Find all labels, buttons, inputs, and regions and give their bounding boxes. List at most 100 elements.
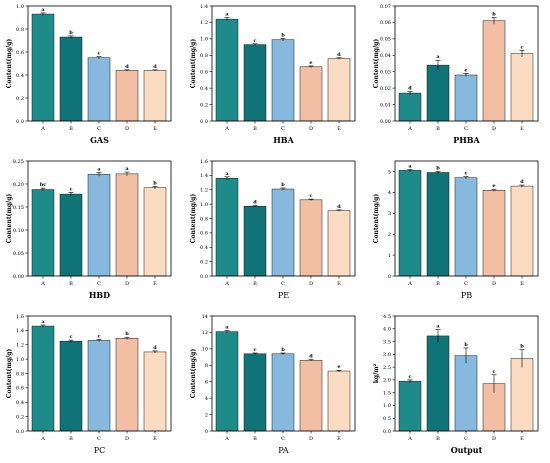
chart-panel-pa: 0 2 4 6 8 10 12 14 Content(mg/g) a Ac Bb Cd De E PA [190, 314, 356, 455]
panel-title: PB [461, 291, 472, 300]
significance-label-D: c [492, 369, 495, 375]
significance-label-B: b [69, 30, 73, 36]
y-tick-label: 0.00 [13, 274, 24, 280]
x-tick-label-B: B [69, 281, 73, 287]
y-tick-label: 3.0 [383, 352, 391, 358]
significance-label-D: e [492, 183, 495, 189]
significance-label-C: c [97, 333, 100, 339]
x-tick-label-C: C [97, 281, 101, 287]
y-tick-label: 0.01 [380, 102, 391, 108]
y-tick-label: 0.2 [16, 414, 24, 420]
x-tick-label-C: C [97, 126, 101, 132]
x-tick-label-E: E [153, 281, 157, 287]
significance-label-C: c [97, 51, 100, 57]
y-tick-label: 0.8 [200, 53, 208, 59]
bar-C [454, 177, 478, 277]
chart-panel-pc: 0.0 0.2 0.4 0.6 0.8 1.0 1.2 1.4 1.6 Content(mg/g)… [6, 314, 172, 455]
axes-frame [27, 160, 172, 277]
y-tick-label: 0.20 [13, 182, 24, 188]
significance-label-C: b [281, 347, 285, 353]
x-tick-label-D: D [309, 436, 313, 442]
significance-label-E: c [520, 44, 523, 50]
y-tick-label: 0.0 [16, 119, 24, 125]
significance-label-E: d [153, 345, 157, 351]
x-tick-label-B: B [436, 126, 440, 132]
y-tick-label: 0.0 [16, 429, 24, 435]
y-tick-label: 0.4 [200, 86, 208, 92]
y-tick-label: 12 [202, 330, 208, 336]
bar-E [143, 351, 167, 432]
bar-B [426, 64, 450, 122]
significance-label-E: e [337, 364, 340, 370]
significance-label-B: d [253, 200, 257, 206]
x-tick-label-B: B [253, 126, 257, 132]
y-tick-label: 3.5 [383, 339, 391, 345]
axes-frame [394, 5, 539, 122]
x-tick-label-A: A [224, 436, 229, 442]
significance-label-B: c [69, 186, 72, 192]
significance-label-C: b [464, 342, 468, 348]
bar-E [143, 70, 167, 122]
y-tick-label: 0.8 [200, 216, 208, 222]
y-tick-label: 6 [205, 380, 208, 386]
y-tick-label: 0.06 [380, 20, 391, 26]
y-tick-label: 0.07 [380, 4, 391, 10]
y-tick-label: 0.05 [13, 251, 24, 257]
x-tick-label-D: D [309, 281, 313, 287]
significance-label-B: c [253, 38, 256, 44]
significance-label-B: c [69, 334, 72, 340]
x-tick-label-B: B [253, 281, 257, 287]
y-tick-label: 1.5 [383, 390, 391, 396]
bar-D [299, 66, 323, 122]
y-tick-label: 0.0 [200, 119, 208, 125]
x-tick-label-C: C [281, 436, 285, 442]
chart-panel-hbd: 0.000.050.100.150.200.25Content(mg/g)bcA… [6, 159, 172, 300]
y-tick-label: 1.4 [200, 173, 208, 179]
y-tick-label: 1.2 [16, 343, 24, 349]
chart-panel-pe: 0.0 0.2 0.4 0.6 0.8 1.0 1.2 1.4 1.6 Content(mg/g)… [190, 159, 356, 300]
y-tick-label: 0.2 [16, 96, 24, 102]
x-tick-label-D: D [125, 436, 129, 442]
x-tick-label-C: C [281, 126, 285, 132]
x-tick-label-B: B [69, 436, 73, 442]
y-tick-label: 0.6 [200, 70, 208, 76]
y-tick-label: 1.0 [16, 357, 24, 363]
bar-D [482, 20, 506, 122]
x-tick-label-A: A [224, 126, 229, 132]
significance-label-B: b [436, 165, 440, 171]
bar-E [510, 53, 534, 122]
y-tick-label: 0.8 [16, 371, 24, 377]
y-tick-label: 1.2 [200, 188, 208, 194]
bar-D [299, 199, 323, 277]
x-tick-label-E: E [153, 126, 157, 132]
bar-D [115, 70, 139, 122]
y-tick-label: 0.8 [16, 27, 24, 33]
bar-A [398, 380, 422, 432]
panel-title: PHBA [453, 135, 480, 145]
significance-label-C: b [281, 32, 285, 38]
significance-label-D: b [492, 12, 496, 18]
bar-E [143, 187, 167, 277]
y-tick-label: 0.05 [380, 37, 391, 43]
significance-label-C: a [97, 167, 101, 173]
x-tick-label-C: C [281, 281, 285, 287]
y-tick-label: 0.2 [200, 259, 208, 265]
chart-panel-hba: 0.0 0.2 0.4 0.6 0.8 1.0 1.2 1.4 Content(mg/g) a Ac… [190, 4, 356, 145]
y-tick-label: 2 [205, 412, 208, 418]
bar-E [327, 370, 351, 432]
bar-A [31, 325, 55, 432]
significance-label-B: a [436, 54, 440, 60]
bar-A [215, 331, 239, 432]
significance-label-E: d [337, 204, 341, 210]
y-tick-label: 3 [388, 211, 391, 217]
x-tick-label-D: D [492, 126, 496, 132]
x-tick-label-C: C [464, 281, 468, 287]
y-tick-label: 1.4 [200, 4, 208, 10]
bar-E [510, 358, 534, 432]
x-tick-label-E: E [337, 126, 341, 132]
y-tick-label: 1.2 [200, 20, 208, 26]
significance-label-A: bc [40, 182, 47, 188]
y-tick-label: 2.0 [383, 378, 391, 384]
axes-frame [211, 315, 356, 432]
bar-B [243, 353, 267, 432]
